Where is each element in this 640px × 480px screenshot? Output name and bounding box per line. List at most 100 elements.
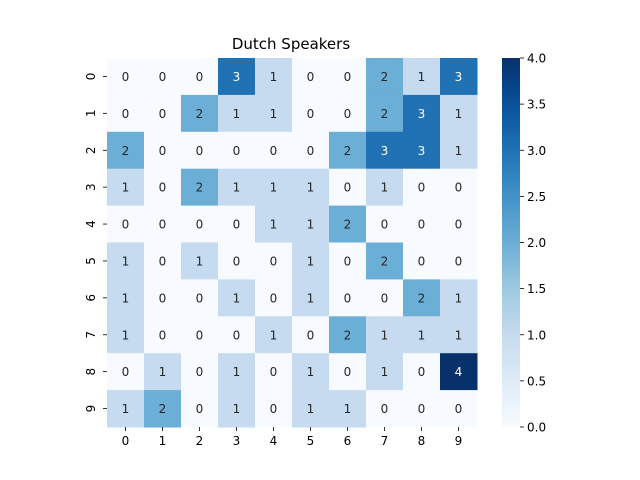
heatmap-cell (292, 316, 330, 354)
heatmap-cell (329, 205, 367, 243)
heatmap-cell (181, 58, 219, 96)
cell-value-label: 0 (159, 328, 167, 342)
heatmap-cell (403, 390, 441, 428)
cell-value-label: 0 (418, 365, 426, 379)
cell-value-label: 1 (307, 254, 315, 268)
heatmap-cell (255, 131, 293, 170)
heatmap-cell (181, 390, 219, 428)
heatmap-cell (292, 390, 330, 428)
cell-value-label: 0 (344, 365, 352, 379)
y-tick-label: 7 (84, 331, 98, 339)
heatmap-cell (403, 316, 441, 354)
cell-value-label: 0 (196, 218, 204, 232)
y-tick-label: 4 (84, 220, 98, 228)
heatmap-cell (218, 205, 256, 243)
heatmap-cell (440, 353, 478, 391)
cell-value-label: 1 (455, 107, 463, 121)
x-tick-label: 2 (196, 434, 204, 448)
heatmap-cell (366, 316, 404, 354)
heatmap-cell (440, 279, 478, 317)
heatmap-cell (181, 205, 219, 243)
cell-value-label: 0 (418, 218, 426, 232)
heatmap-cell (255, 58, 293, 96)
cell-value-label: 1 (307, 181, 315, 195)
cell-value-label: 1 (344, 402, 352, 416)
x-tick-label: 3 (233, 434, 241, 448)
heatmap-cell (403, 131, 441, 170)
cell-value-label: 1 (418, 70, 426, 84)
cell-value-label: 1 (122, 254, 130, 268)
cell-value-label: 0 (159, 144, 167, 158)
cell-value-label: 0 (418, 402, 426, 416)
cell-value-label: 1 (270, 107, 278, 121)
cell-value-label: 1 (233, 107, 241, 121)
heatmap-cell (366, 58, 404, 96)
cell-value-label: 0 (233, 328, 241, 342)
cell-value-label: 0 (159, 70, 167, 84)
colorbar-tick-label: 0.5 (527, 374, 546, 388)
cell-value-label: 0 (344, 181, 352, 195)
y-tick-label: 6 (84, 294, 98, 302)
cell-value-label: 0 (159, 291, 167, 305)
cell-value-label: 2 (381, 254, 389, 268)
cell-value-label: 0 (381, 402, 389, 416)
cell-value-label: 1 (233, 365, 241, 379)
heatmap-cell (329, 316, 367, 354)
colorbar-tick-label: 2.5 (527, 190, 546, 204)
cell-value-label: 2 (159, 402, 167, 416)
heatmap-cell (403, 242, 441, 280)
heatmap-cell (366, 205, 404, 243)
cell-value-label: 0 (455, 402, 463, 416)
heatmap-cell (329, 94, 367, 133)
cell-value-label: 0 (196, 328, 204, 342)
cell-value-label: 0 (270, 291, 278, 305)
heatmap-cell (144, 242, 182, 280)
cell-value-label: 1 (159, 365, 167, 379)
heatmap-cell (292, 353, 330, 391)
cell-value-label: 1 (270, 181, 278, 195)
cell-value-label: 1 (196, 254, 204, 268)
x-tick-label: 5 (307, 434, 315, 448)
x-tick-label: 6 (344, 434, 352, 448)
heatmap-cell (292, 242, 330, 280)
colorbar-tick-label: 3.5 (527, 98, 546, 112)
heatmap-cell (403, 94, 441, 133)
heatmap-cell (366, 242, 404, 280)
heatmap-cell (292, 94, 330, 133)
cell-value-label: 0 (344, 107, 352, 121)
heatmap-cell (218, 242, 256, 280)
cell-value-label: 1 (307, 365, 315, 379)
cell-value-label: 0 (455, 254, 463, 268)
cell-value-label: 0 (344, 70, 352, 84)
heatmap-cell (107, 316, 145, 354)
heatmap-cell (107, 58, 145, 96)
heatmap-cell (440, 58, 478, 96)
cell-value-label: 1 (307, 402, 315, 416)
cell-value-label: 0 (344, 291, 352, 305)
heatmap-cell (107, 242, 145, 280)
cell-value-label: 0 (122, 107, 130, 121)
heatmap-cell (181, 316, 219, 354)
cell-value-label: 0 (270, 365, 278, 379)
heatmap-cell (329, 279, 367, 317)
cell-value-label: 0 (381, 218, 389, 232)
y-tick-label: 8 (84, 368, 98, 376)
heatmap-cell (329, 131, 367, 170)
cell-value-label: 0 (418, 254, 426, 268)
x-tick-label: 9 (455, 434, 463, 448)
x-tick-label: 4 (270, 434, 278, 448)
heatmap-cell (255, 94, 293, 133)
heatmap-cell (218, 353, 256, 391)
heatmap-cell (255, 316, 293, 354)
heatmap-cell (366, 390, 404, 428)
heatmap-cell (255, 390, 293, 428)
heatmap-cell (292, 168, 330, 207)
cell-value-label: 2 (418, 291, 426, 305)
heatmap-cell (181, 353, 219, 391)
heatmap-cell (107, 390, 145, 428)
y-tick-label: 5 (84, 257, 98, 265)
heatmap-cell (255, 242, 293, 280)
heatmap-cell (144, 94, 182, 133)
heatmap-cell (440, 168, 478, 207)
cell-value-label: 0 (159, 181, 167, 195)
